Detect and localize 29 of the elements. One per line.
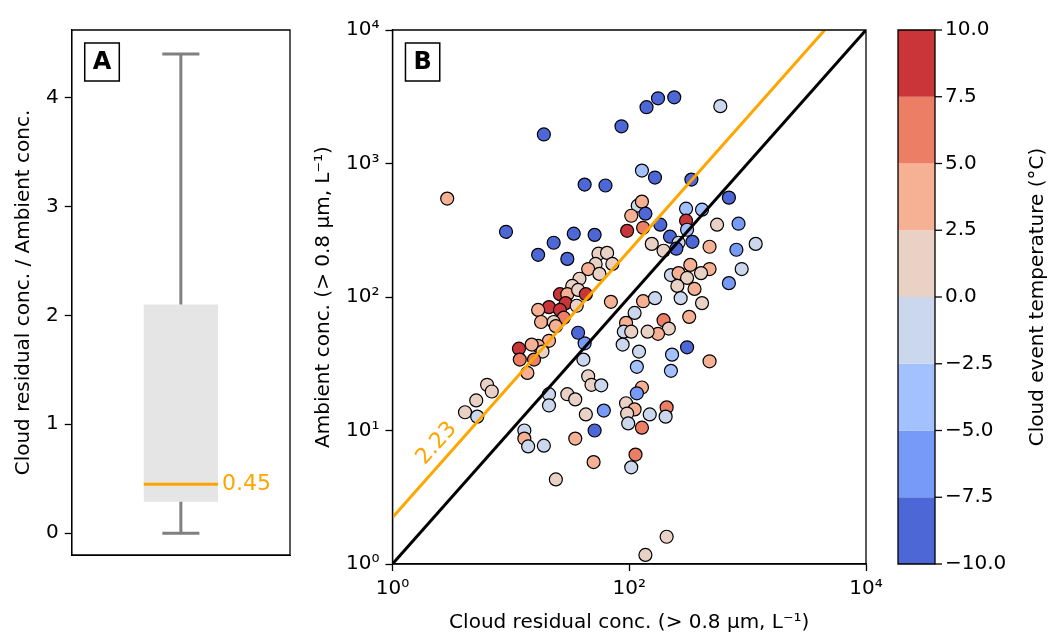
- color-bar-label: −5.0: [945, 416, 994, 441]
- color-bar-title: Cloud event temperature (°C): [1024, 147, 1049, 447]
- x-tick-label: 10⁴: [849, 575, 883, 600]
- color-bar-label: −7.5: [945, 483, 994, 508]
- color-bar-label: 10.0: [945, 16, 990, 41]
- x-axis-title: Cloud residual conc. (> 0.8 µm, L⁻¹): [449, 609, 810, 634]
- y-tick-label: 4: [45, 83, 59, 108]
- y-tick-label: 10³: [346, 149, 380, 174]
- y-tick-label: 2: [45, 301, 59, 326]
- y-tick-label: 1: [45, 410, 59, 435]
- color-bar-label: 5.0: [945, 149, 977, 174]
- color-bar-label: −2.5: [945, 349, 994, 374]
- annotation: 0.45: [221, 469, 271, 495]
- y-tick-label: 10⁴: [346, 16, 380, 41]
- y-axis-title: Cloud residual conc. / Ambient conc.: [10, 109, 35, 476]
- color-bar-label: 7.5: [945, 82, 977, 107]
- annotation: B: [413, 47, 432, 76]
- x-tick-label: 10⁰: [375, 575, 410, 600]
- annotation: A: [92, 47, 112, 76]
- y-tick-label: 10¹: [346, 416, 380, 441]
- color-bar-label: 2.5: [945, 216, 977, 241]
- y-tick-label: 3: [45, 192, 59, 217]
- y-tick-label: 10⁰: [346, 550, 380, 575]
- color-bar-label: 0.0: [945, 283, 977, 308]
- y-tick-label: 10²: [346, 283, 380, 308]
- y-axis-title: Ambient conc. (> 0.8 µm, L⁻¹): [310, 146, 335, 448]
- x-tick-label: 10²: [612, 575, 646, 600]
- color-bar-label: −10.0: [945, 550, 1007, 575]
- y-tick-label: 0: [45, 519, 59, 544]
